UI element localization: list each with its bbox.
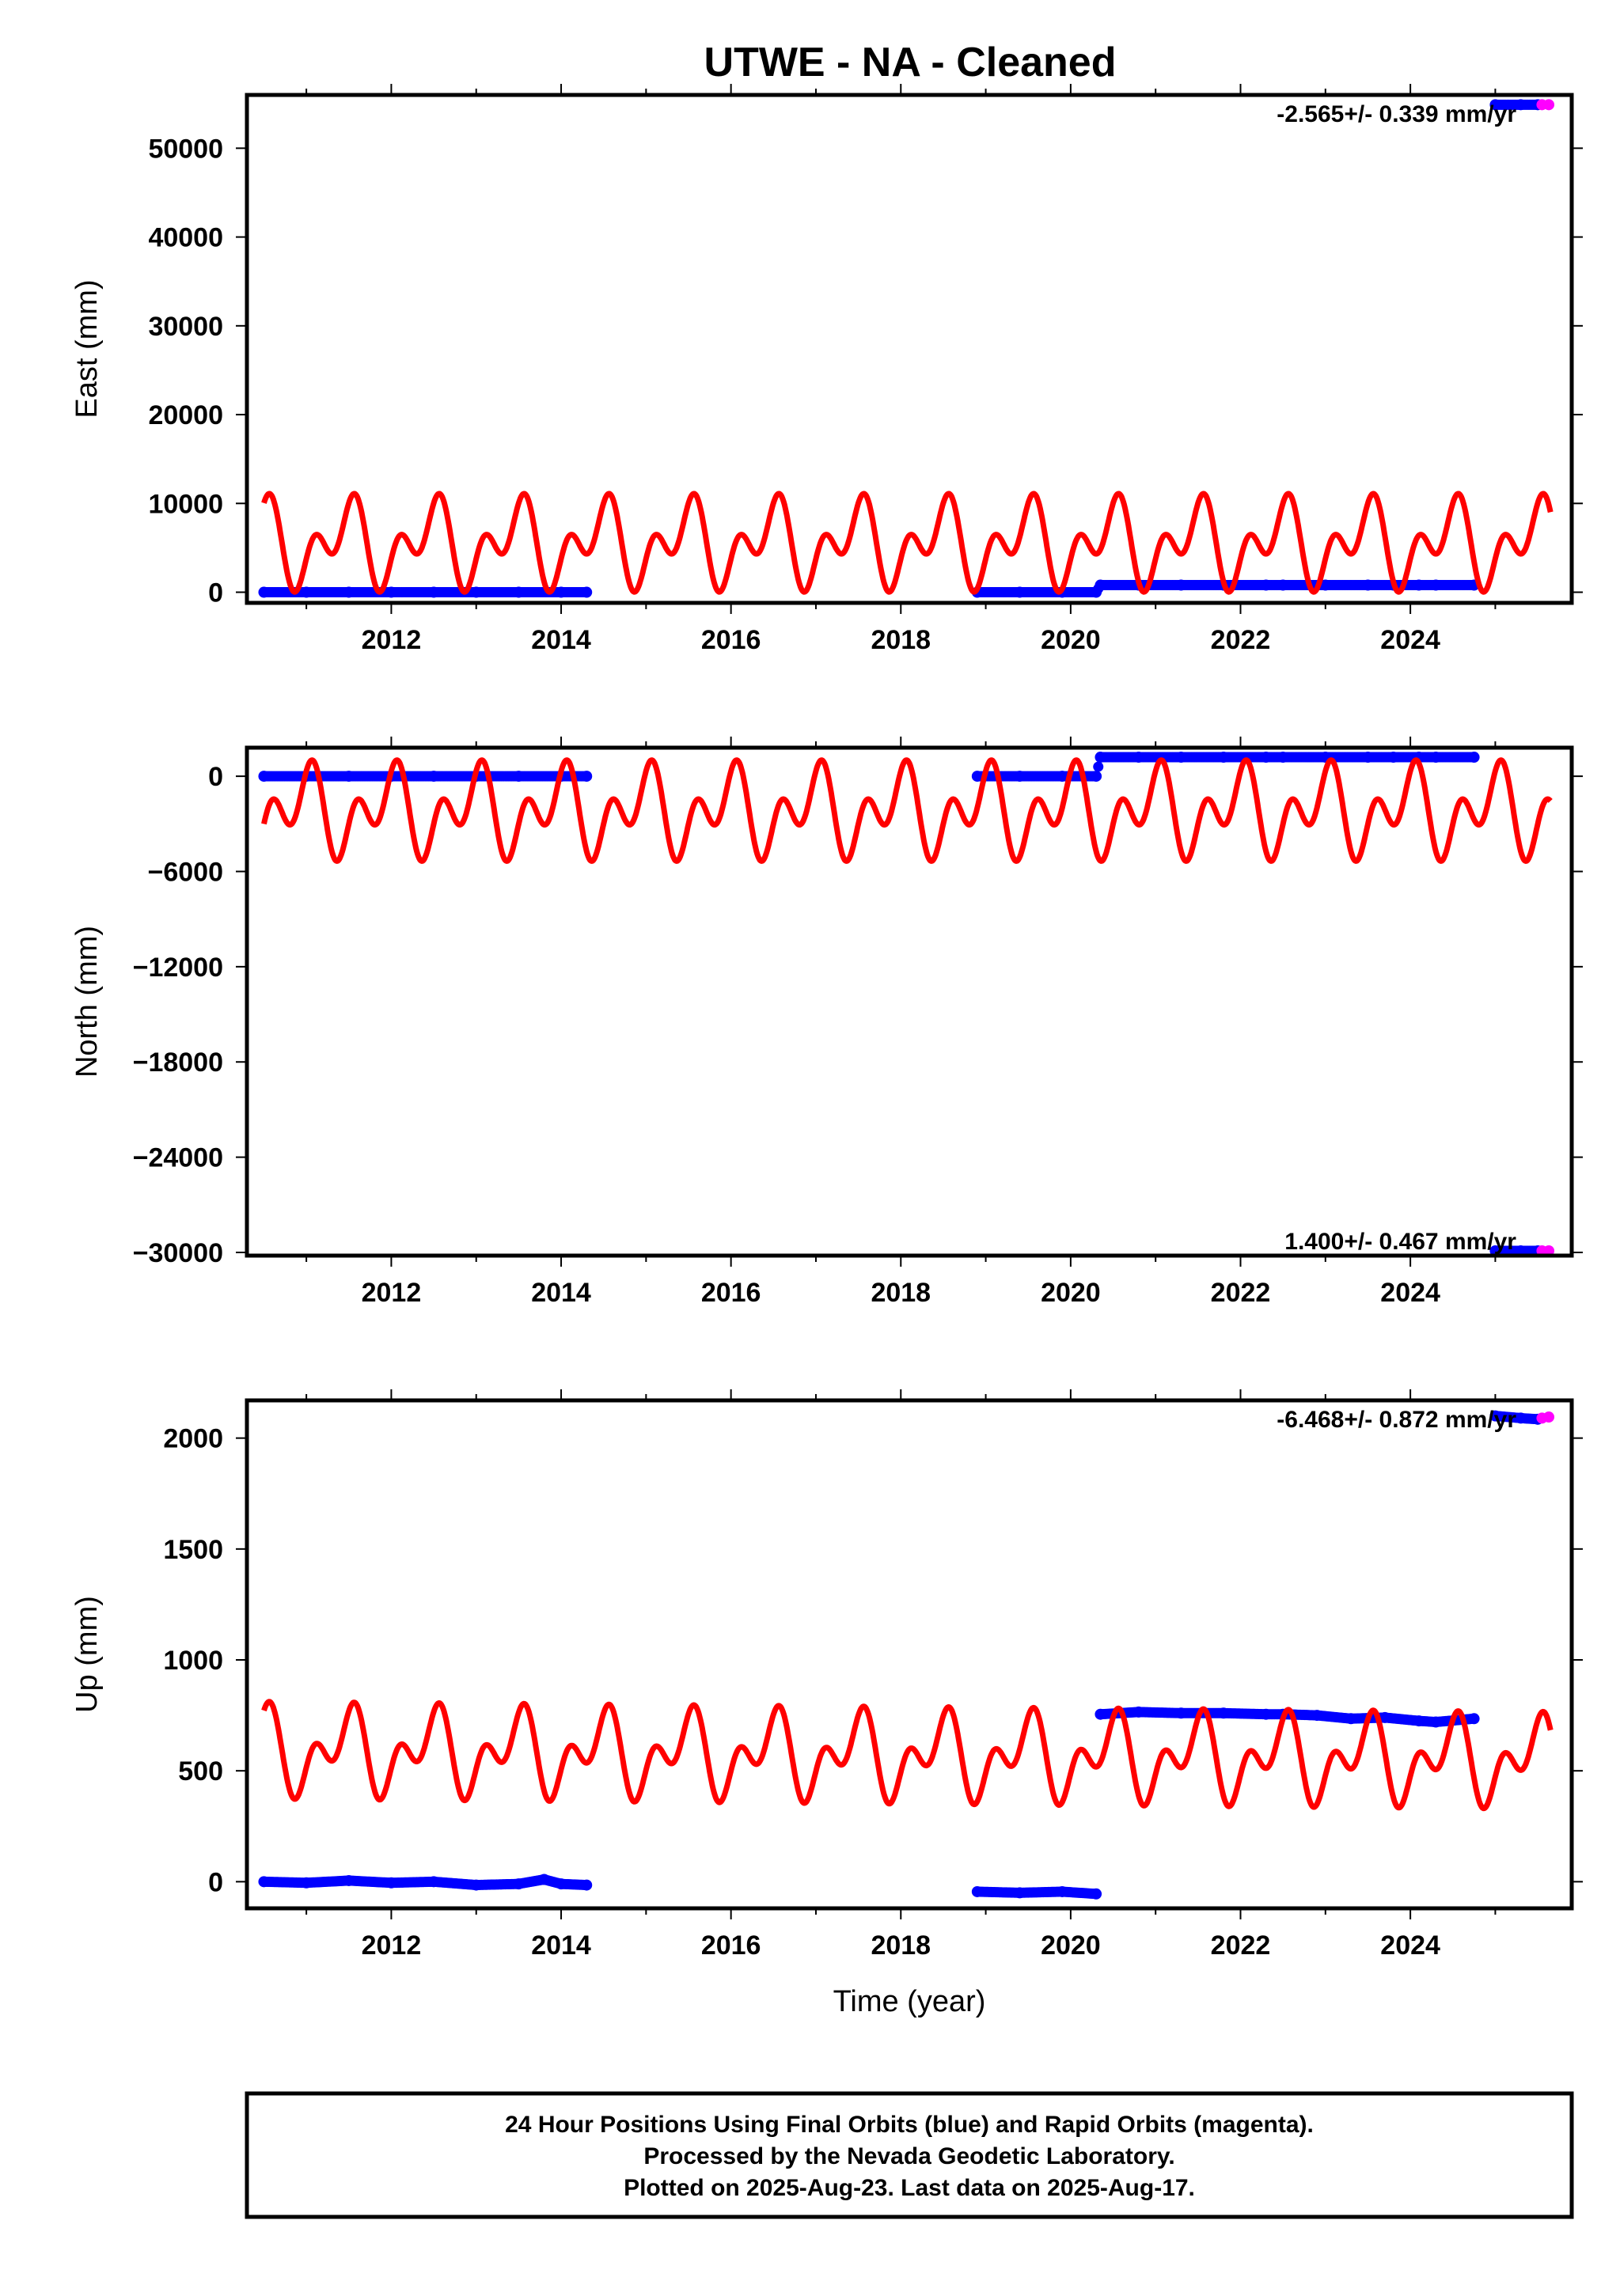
final-orbit-point (1091, 1888, 1102, 1900)
x-tick-label: 2024 (1380, 1278, 1440, 1308)
x-tick-label: 2014 (531, 1278, 591, 1308)
y-tick-label: 30000 (148, 312, 223, 342)
final-orbit-point (581, 771, 593, 782)
rate-label: -6.468+/- 0.872 mm/yr (1277, 1407, 1516, 1433)
y-tick-label: −12000 (133, 953, 223, 983)
x-tick-label: 2014 (531, 1930, 591, 1961)
x-tick-label: 2016 (701, 625, 761, 655)
y-tick-label: 2000 (163, 1424, 223, 1454)
footer-line-1: 24 Hour Positions Using Final Orbits (bl… (505, 2112, 1314, 2138)
y-tick-label: −30000 (133, 1238, 223, 1268)
final-orbit-point (1468, 1713, 1480, 1725)
y-tick-label: 0 (208, 578, 223, 608)
final-orbit-point (1468, 752, 1480, 763)
x-tick-label: 2012 (362, 1278, 422, 1308)
footer-border (245, 2091, 1574, 2219)
y-tick-label: 10000 (148, 489, 223, 519)
panel-north: 2012 2014 2016 2018 2020 2022 2024 0 −6000 −12000… (70, 737, 1583, 1308)
rapid-orbit-point (1543, 1411, 1555, 1423)
plot-area (258, 752, 1555, 1256)
y-tick-label: −24000 (133, 1143, 223, 1173)
rate-label: -2.565+/- 0.339 mm/yr (1277, 101, 1516, 127)
model-fit-curve (261, 757, 1553, 864)
y-axis-label: Up (mm) (70, 1596, 104, 1713)
y-tick-label: −18000 (133, 1048, 223, 1078)
x-tick-label: 2016 (701, 1278, 761, 1308)
final-orbit-point (1091, 771, 1102, 782)
final-orbit-point (581, 1879, 593, 1891)
x-tick-label: 2024 (1380, 1930, 1440, 1961)
chart-title: UTWE - NA - Cleaned (704, 40, 1117, 85)
model-fit-curve (261, 1699, 1554, 1812)
y-tick-label: −6000 (148, 857, 224, 887)
x-tick-label: 2018 (871, 1278, 931, 1308)
y-axis-label: North (mm) (70, 926, 104, 1078)
y-tick-label: 0 (208, 762, 223, 792)
final-orbit-point (581, 586, 593, 598)
footer-line-2: Processed by the Nevada Geodetic Laborat… (643, 2143, 1174, 2169)
x-tick-label: 2020 (1041, 625, 1101, 655)
rapid-orbit-point (1543, 99, 1555, 111)
y-tick-label: 500 (178, 1756, 223, 1786)
y-axis-label: East (mm) (70, 279, 104, 418)
footer-box: 24 Hour Positions Using Final Orbits (bl… (245, 2091, 1574, 2219)
panel-east: 2012 2014 2016 2018 2020 2022 2024 0 10000 20000 3… (70, 84, 1583, 655)
x-tick-label: 2022 (1211, 1930, 1271, 1961)
y-tick-label: 0 (208, 1867, 223, 1897)
x-tick-label: 2012 (362, 1930, 422, 1961)
x-tick-label: 2020 (1041, 1278, 1101, 1308)
footer-line-3: Plotted on 2025-Aug-23. Last data on 202… (624, 2175, 1195, 2201)
plot-frame (245, 93, 1574, 605)
rate-label: 1.400+/- 0.467 mm/yr (1284, 1229, 1516, 1255)
y-tick-label: 1000 (163, 1646, 223, 1676)
plot-frame (245, 745, 1574, 1258)
x-tick-label: 2016 (701, 1930, 761, 1961)
x-tick-label: 2022 (1211, 625, 1271, 655)
plot-frame (245, 1398, 1574, 1911)
x-tick-label: 2012 (362, 625, 422, 655)
final-orbit-point (1093, 761, 1104, 772)
panel-up: 2012 2014 2016 2018 2020 2022 2024 0 500 1000 1500… (70, 1389, 1583, 2018)
rapid-orbit-point (1543, 1245, 1555, 1256)
x-tick-label: 2020 (1041, 1930, 1101, 1961)
model-fit-curve (261, 491, 1554, 595)
x-tick-label: 2014 (531, 625, 591, 655)
x-tick-label: 2018 (871, 1930, 931, 1961)
plot-area (258, 1410, 1555, 1900)
x-tick-label: 2018 (871, 625, 931, 655)
y-tick-label: 20000 (148, 400, 223, 430)
panels: 2012 2014 2016 2018 2020 2022 2024010000200003… (70, 84, 1583, 2018)
y-tick-label: 1500 (163, 1535, 223, 1565)
plot-area (258, 99, 1555, 598)
x-tick-label: 2022 (1211, 1278, 1271, 1308)
x-tick-label: 2024 (1380, 625, 1440, 655)
y-tick-label: 40000 (148, 223, 223, 253)
y-tick-label: 50000 (148, 134, 223, 164)
x-axis-label: Time (year) (833, 1985, 986, 2018)
